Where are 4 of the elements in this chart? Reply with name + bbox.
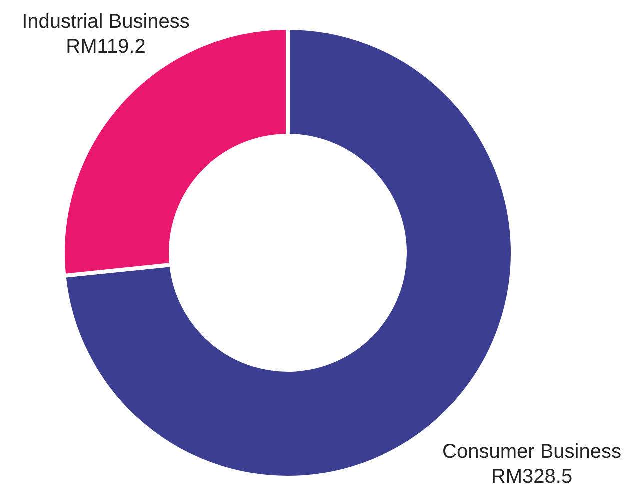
slice-label: Industrial Business [22, 11, 190, 33]
data-label: RM119.2 [66, 36, 146, 58]
data-label: RM328.5 [491, 466, 573, 488]
slice-label: Consumer Business [442, 441, 622, 463]
